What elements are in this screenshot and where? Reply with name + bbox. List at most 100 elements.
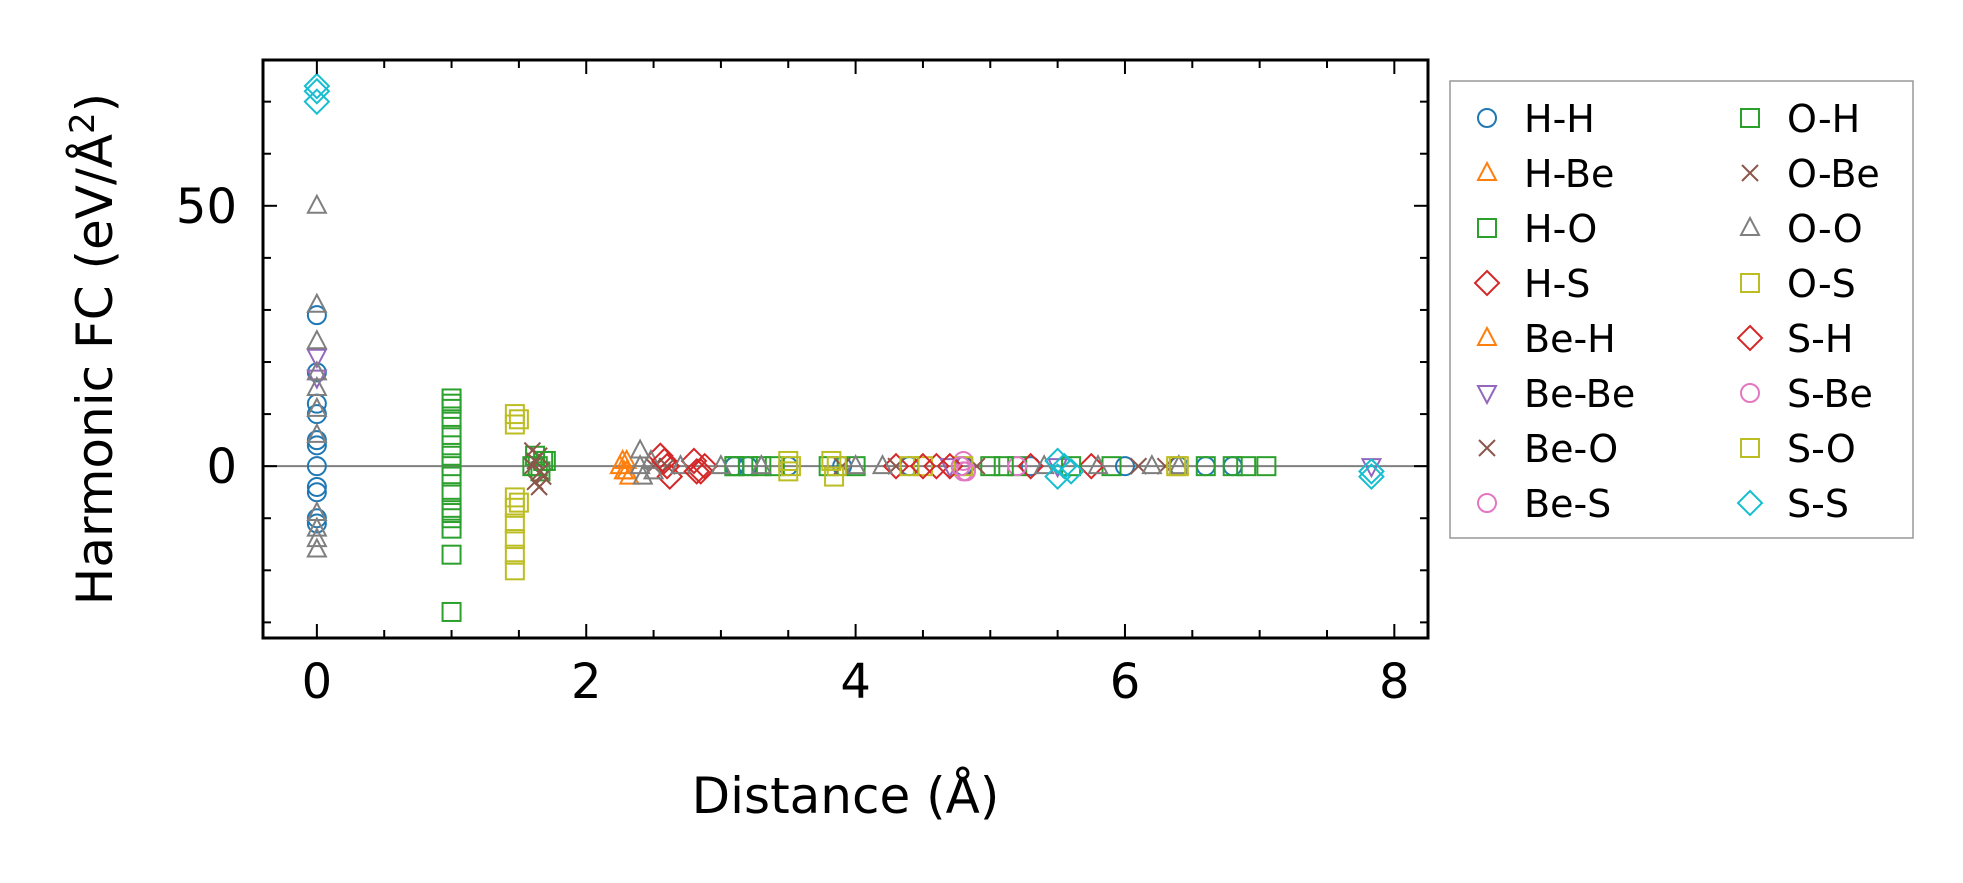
point-h-s-5 [691, 452, 719, 480]
series-s-be [950, 456, 977, 482]
point-h-h-3 [306, 404, 327, 425]
point-h-o-11 [441, 518, 462, 539]
point-o-h-8 [1236, 456, 1257, 477]
point-be-be-4 [1360, 458, 1383, 479]
data-marks [263, 72, 1428, 622]
point-o-o-20 [871, 454, 894, 475]
point-o-s-3 [504, 497, 525, 518]
legend-label-o-h: O-H [1787, 97, 1860, 141]
point-o-o-2 [306, 329, 328, 350]
point-s-o-4 [899, 456, 920, 477]
point-h-o-13 [441, 601, 462, 622]
legend-marker-h-be [1476, 160, 1498, 181]
point-o-o-17 [710, 454, 732, 475]
legend-item-o-be: O-Be [1741, 152, 1880, 196]
legend-label-s-o: S-O [1787, 427, 1856, 471]
point-h-o-0 [441, 388, 462, 409]
point-h-h-5 [306, 435, 327, 456]
point-o-o-16 [669, 454, 692, 475]
point-o-o-24 [1168, 454, 1190, 475]
point-o-o-19 [844, 454, 867, 475]
point-o-h-1 [441, 503, 462, 524]
point-h-o-10 [441, 508, 462, 529]
point-s-s-2 [303, 88, 331, 116]
point-s-o-1 [508, 492, 529, 513]
legend-marker-h-h [1477, 108, 1497, 128]
point-o-o-22 [1087, 454, 1109, 475]
point-h-h-18 [1114, 456, 1135, 477]
point-o-s-4 [504, 513, 525, 534]
point-h-s-7 [922, 452, 950, 480]
point-h-h-0 [306, 305, 327, 326]
point-h-o-2 [441, 409, 462, 430]
y-axis-label-end: ) [66, 93, 124, 113]
point-be-o-3 [530, 478, 548, 496]
point-s-s-5 [1050, 452, 1078, 480]
point-o-s-7 [504, 560, 525, 581]
legend-item-s-s: S-S [1736, 482, 1849, 526]
point-be-h-0 [615, 459, 638, 480]
point-o-s-5 [504, 529, 525, 550]
point-s-s-7 [1358, 457, 1385, 485]
point-o-h-6 [993, 456, 1014, 477]
legend-label-o-s: O-S [1787, 262, 1856, 306]
series-be-h [611, 448, 638, 480]
series-s-o [508, 409, 1187, 513]
legend-label-o-be: O-Be [1787, 152, 1880, 196]
point-s-s-4 [1044, 463, 1072, 490]
point-h-o-27 [1222, 456, 1243, 477]
point-h-s-6 [882, 452, 910, 480]
point-o-s-6 [504, 544, 525, 565]
point-s-s-6 [1057, 457, 1085, 485]
point-o-o-0 [306, 193, 328, 214]
point-s-o-3 [826, 456, 847, 477]
point-s-s-0 [303, 72, 331, 100]
point-s-h-1 [683, 457, 711, 485]
point-o-s-9 [778, 461, 799, 482]
legend-marker-h-o [1477, 218, 1497, 238]
point-h-o-6 [441, 456, 462, 477]
point-o-o-6 [306, 422, 328, 443]
legend-label-be-be: Be-Be [1524, 372, 1635, 416]
point-s-s-8 [1358, 463, 1385, 490]
legend-label-s-be: S-Be [1787, 372, 1873, 416]
point-o-s-11 [824, 466, 845, 487]
series-o-s [504, 404, 1189, 581]
legend-item-s-h: S-H [1736, 317, 1853, 361]
legend-item-o-s: O-S [1740, 262, 1856, 306]
point-o-s-10 [821, 450, 842, 471]
x-axis-label: Distance (Å) [692, 767, 1000, 825]
point-o-s-12 [912, 456, 933, 477]
legend-marker-s-s [1736, 489, 1764, 517]
y-axis-label-superscript: 2 [63, 112, 103, 134]
point-s-o-2 [780, 456, 801, 477]
point-o-o-4 [306, 375, 328, 397]
point-s-h-3 [936, 452, 964, 480]
point-o-o-9 [306, 526, 328, 548]
point-s-o-5 [1166, 456, 1187, 477]
point-o-s-0 [504, 404, 525, 425]
point-s-be-1 [956, 461, 977, 482]
legend-item-h-be: H-Be [1476, 152, 1614, 196]
legend-label-o-o: O-O [1787, 207, 1863, 251]
point-h-o-4 [441, 435, 462, 456]
legend-box [1449, 80, 1914, 539]
legend-label-h-h: H-H [1524, 97, 1595, 141]
x-tick-label: 6 [1110, 654, 1141, 710]
point-s-h-2 [909, 452, 937, 480]
x-tick-label: 2 [571, 654, 602, 710]
point-o-be-0 [526, 452, 544, 470]
point-h-o-12 [441, 544, 462, 565]
legend-item-o-o: O-O [1739, 207, 1863, 251]
point-h-o-5 [441, 445, 462, 466]
legend-marker-be-o [1478, 439, 1496, 457]
legend-marker-s-h [1736, 324, 1764, 352]
legend-label-h-o: H-O [1524, 207, 1597, 251]
legend-item-h-s: H-S [1473, 262, 1590, 306]
point-s-be-0 [950, 456, 971, 477]
y-axis-label: Harmonic FC (eV/Å2) [63, 93, 124, 605]
point-be-h-1 [611, 448, 634, 469]
point-o-s-2 [504, 487, 525, 508]
y-axis-label-main: Harmonic FC (eV/Å [66, 134, 124, 605]
legend-label-be-h: Be-H [1524, 317, 1616, 361]
